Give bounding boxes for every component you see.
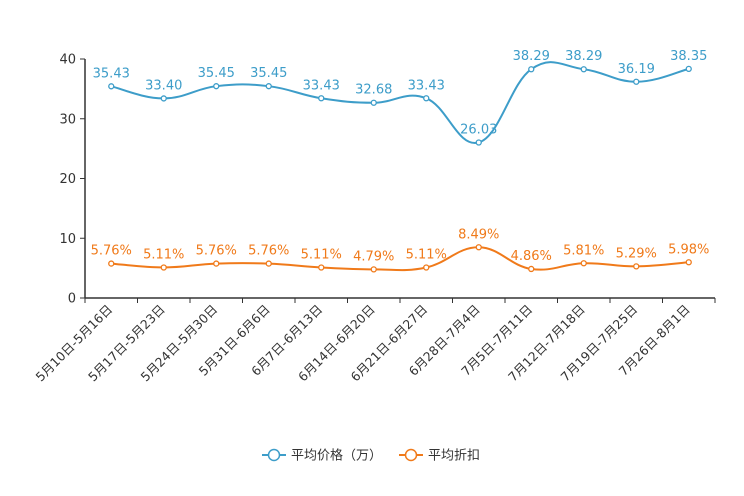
legend-item-avg-price[interactable]: 平均价格（万） (262, 448, 382, 464)
series-layer: 35.43 33.40 35.45 35.45 33.43 32.68 33.43 26.03… (91, 49, 709, 273)
data-label: 33.43 (408, 78, 445, 93)
data-point[interactable] (370, 266, 377, 273)
data-label: 4.79% (353, 249, 394, 264)
data-label: 32.68 (355, 83, 392, 98)
data-point[interactable] (528, 66, 535, 73)
data-point[interactable] (475, 139, 482, 146)
data-label: 5.29% (616, 246, 657, 261)
data-label: 5.11% (406, 247, 447, 262)
data-point[interactable] (318, 95, 325, 102)
series-avg-discount: 5.76% 5.11% 5.76% 5.76% 5.11% 4.79% 5.11% 8.49%… (91, 227, 709, 273)
data-label: 36.19 (618, 62, 655, 77)
y-tick-label: 30 (59, 112, 76, 127)
legend[interactable]: 平均价格（万） 平均折扣 (262, 448, 480, 464)
data-point[interactable] (423, 95, 430, 102)
data-label: 35.43 (93, 66, 130, 81)
data-point[interactable] (475, 244, 482, 251)
legend-marker-icon (404, 448, 418, 462)
data-point[interactable] (265, 83, 272, 90)
series-line (111, 246, 689, 272)
data-point[interactable] (213, 83, 220, 90)
y-tick-label: 10 (59, 232, 76, 247)
data-label: 38.35 (670, 49, 707, 64)
data-label: 5.11% (301, 247, 342, 262)
data-label: 5.11% (143, 247, 184, 262)
legend-label: 平均价格（万） (291, 448, 382, 464)
data-label: 8.49% (458, 227, 499, 242)
data-point[interactable] (528, 265, 535, 273)
data-label: 5.76% (91, 244, 132, 259)
data-point[interactable] (685, 259, 692, 266)
y-tick-label: 0 (68, 292, 76, 307)
y-tick-label: 40 (59, 53, 76, 68)
legend-marker-icon (267, 448, 281, 462)
data-label: 26.03 (460, 122, 497, 137)
data-point[interactable] (108, 260, 115, 267)
data-label: 38.29 (565, 49, 602, 64)
data-label: 5.81% (563, 243, 604, 258)
data-label: 5.98% (668, 242, 709, 257)
data-label: 35.45 (250, 66, 287, 81)
data-point[interactable] (685, 65, 692, 73)
data-point[interactable] (633, 263, 640, 270)
legend-item-avg-discount[interactable]: 平均折扣 (399, 449, 480, 464)
data-point[interactable] (318, 264, 325, 271)
data-point[interactable] (213, 260, 220, 267)
data-label: 33.40 (145, 78, 182, 93)
data-point[interactable] (108, 83, 115, 90)
data-point[interactable] (580, 260, 587, 267)
data-label: 5.76% (196, 244, 237, 259)
data-label: 35.45 (198, 66, 235, 81)
data-point[interactable] (370, 99, 377, 106)
data-label: 5.76% (248, 244, 289, 259)
data-point[interactable] (580, 66, 587, 73)
data-point[interactable] (265, 260, 272, 267)
data-point[interactable] (423, 264, 430, 271)
series-avg-price: 35.43 33.40 35.45 35.45 33.43 32.68 33.43 26.03… (93, 49, 707, 146)
data-point[interactable] (160, 95, 167, 102)
y-tick-label: 20 (59, 172, 76, 187)
data-point[interactable] (160, 264, 167, 271)
data-label: 33.43 (303, 78, 340, 93)
data-label: 4.86% (511, 249, 552, 264)
legend-label: 平均折扣 (428, 449, 480, 464)
data-label: 38.29 (513, 49, 550, 64)
data-point[interactable] (633, 78, 640, 85)
